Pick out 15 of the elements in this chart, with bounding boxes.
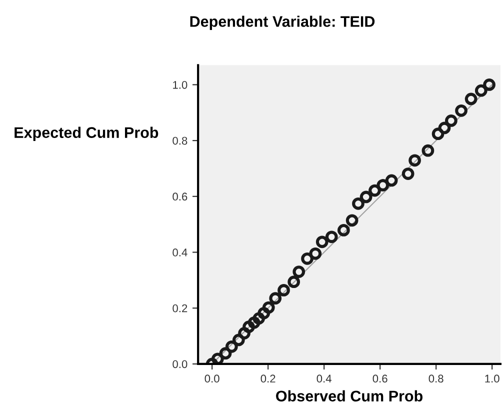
y-tick-label: 1.0 (173, 80, 188, 89)
y-axis-title: Expected Cum Prob (14, 126, 158, 141)
y-tick-label: 0.0 (172, 360, 188, 368)
x-tick-label: 0.4 (316, 374, 332, 383)
x-tick-label: 0.6 (372, 374, 388, 383)
y-tick-label: 0.2 (172, 304, 188, 312)
x-tick-label: 0.8 (428, 374, 444, 383)
x-tick-label: 0.0 (204, 374, 220, 383)
x-tick-label: 0.2 (260, 374, 276, 383)
x-tick-label: 1.0 (485, 374, 500, 383)
x-axis-title: Observed Cum Prob (276, 390, 423, 402)
y-tick-label: 0.6 (172, 192, 188, 201)
y-tick-label: 0.4 (172, 248, 188, 256)
chart-title: Dependent Variable: TEID (190, 16, 375, 30)
y-tick-label: 0.8 (172, 136, 188, 145)
